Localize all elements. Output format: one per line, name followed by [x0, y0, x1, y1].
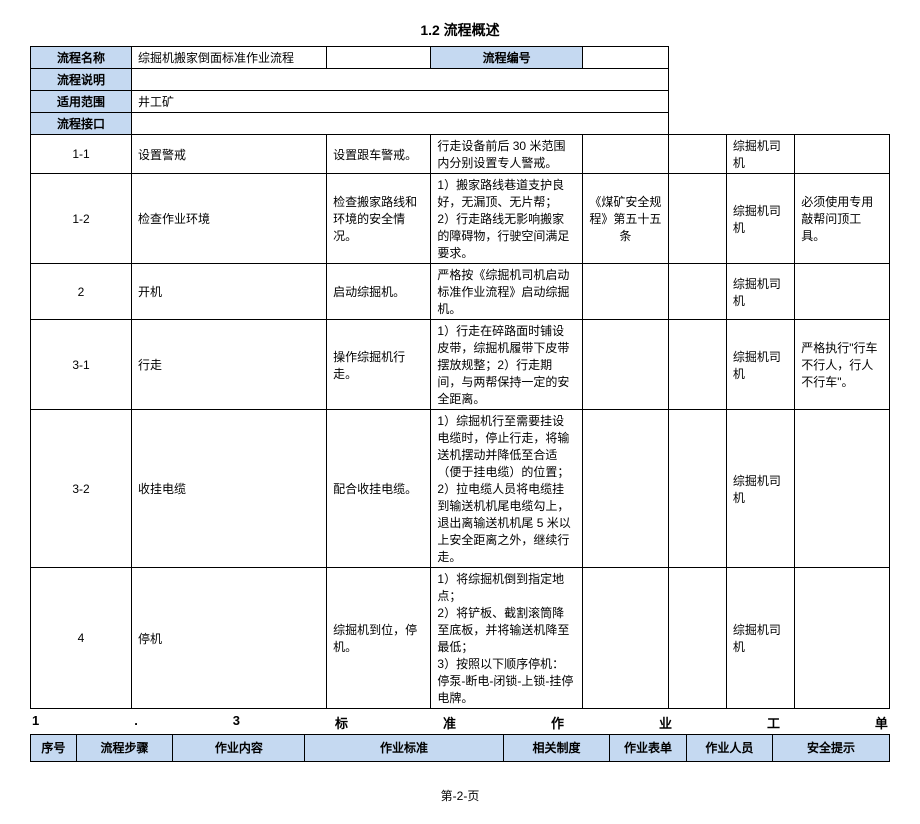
spacer-cell: [327, 47, 431, 69]
cell-content: 配合收挂电缆。: [327, 410, 431, 568]
cell-person: 综掘机司机: [726, 264, 794, 320]
table-row: 4停机综掘机到位，停机。1）将综掘机倒到指定地点； 2）将铲板、截割滚筒降至底板…: [31, 568, 890, 709]
cell-safety: [795, 568, 890, 709]
cell-safety: [795, 264, 890, 320]
cell-person: 综掘机司机: [726, 135, 794, 174]
cell-system: 《煤矿安全规程》第五十五条: [582, 174, 668, 264]
cell-step: 设置警戒: [132, 135, 327, 174]
th-standard: 作业标准: [305, 735, 503, 762]
cell-step: 行走: [132, 320, 327, 410]
cell-system: [582, 410, 668, 568]
cell-form: [669, 264, 727, 320]
value-scope: 井工矿: [132, 91, 669, 113]
cell-system: [582, 568, 668, 709]
sh-w2: 准: [443, 713, 456, 732]
th-person: 作业人员: [686, 735, 772, 762]
label-process-name: 流程名称: [31, 47, 132, 69]
cell-form: [669, 568, 727, 709]
th-system: 相关制度: [503, 735, 610, 762]
table-row: 3-2收挂电缆配合收挂电缆。1）综掘机行至需要挂设电缆时，停止行走，将输送机摆动…: [31, 410, 890, 568]
table-row: 3-1行走操作综掘机行走。1）行走在碎路面时铺设皮带，综掘机履带下皮带摆放规整；…: [31, 320, 890, 410]
sh-dot: .: [134, 713, 138, 732]
sh-num: 1: [32, 713, 39, 732]
value-process-desc: [132, 69, 669, 91]
value-process-name: 综掘机搬家倒面标准作业流程: [132, 47, 327, 69]
cell-seq: 3-2: [31, 410, 132, 568]
cell-safety: 严格执行"行车不行人，行人不行车"。: [795, 320, 890, 410]
cell-seq: 1-2: [31, 174, 132, 264]
table-row: 1-1设置警戒设置跟车警戒。行走设备前后 30 米范围内分别设置专人警戒。 综掘机…: [31, 135, 890, 174]
th-step: 流程步骤: [76, 735, 173, 762]
cell-form: [669, 135, 727, 174]
main-table: 序号 流程步骤 作业内容 作业标准 相关制度 作业表单 作业人员 安全提示: [30, 734, 890, 762]
cell-standard: 1）综掘机行至需要挂设电缆时，停止行走，将输送机摆动并降低至合适（便于挂电缆）的…: [431, 410, 582, 568]
th-content: 作业内容: [173, 735, 305, 762]
cell-system: [582, 135, 668, 174]
th-seq: 序号: [31, 735, 77, 762]
cell-standard: 1）将综掘机倒到指定地点； 2）将铲板、截割滚筒降至底板，并将输送机降至最低； …: [431, 568, 582, 709]
sh-3: 3: [233, 713, 240, 732]
cell-seq: 4: [31, 568, 132, 709]
cell-content: 综掘机到位，停机。: [327, 568, 431, 709]
cell-standard: 行走设备前后 30 米范围内分别设置专人警戒。: [431, 135, 582, 174]
cell-system: [582, 320, 668, 410]
table-row: 1-2检查作业环境检查搬家路线和环境的安全情况。1）搬家路线巷道支护良好，无漏顶…: [31, 174, 890, 264]
cell-standard: 1）搬家路线巷道支护良好，无漏顶、无片帮； 2）行走路线无影响搬家的障碍物，行驶…: [431, 174, 582, 264]
cell-step: 检查作业环境: [132, 174, 327, 264]
cell-step: 停机: [132, 568, 327, 709]
cell-person: 综掘机司机: [726, 410, 794, 568]
value-interface: [132, 113, 669, 135]
cell-seq: 2: [31, 264, 132, 320]
label-interface: 流程接口: [31, 113, 132, 135]
meta-table: 流程名称 综掘机搬家倒面标准作业流程 流程编号 流程说明 适用范围 井工矿 流程…: [30, 46, 890, 709]
cell-person: 综掘机司机: [726, 568, 794, 709]
label-scope: 适用范围: [31, 91, 132, 113]
page-footer: 第-2-页: [30, 787, 890, 804]
section-header: 1 . 3 标 准 作 业 工 单: [30, 713, 890, 732]
sh-w5: 工: [767, 713, 780, 732]
cell-standard: 1）行走在碎路面时铺设皮带，综掘机履带下皮带摆放规整；2）行走期间，与两帮保持一…: [431, 320, 582, 410]
table-row: 2开机启动综掘机。严格按《综掘机司机启动标准作业流程》启动综掘机。 综掘机司机: [31, 264, 890, 320]
sh-w1: 标: [335, 713, 348, 732]
cell-person: 综掘机司机: [726, 320, 794, 410]
cell-content: 启动综掘机。: [327, 264, 431, 320]
cell-step: 收挂电缆: [132, 410, 327, 568]
th-safety: 安全提示: [773, 735, 890, 762]
value-process-code: [582, 47, 668, 69]
cell-content: 检查搬家路线和环境的安全情况。: [327, 174, 431, 264]
label-process-code: 流程编号: [431, 47, 582, 69]
cell-system: [582, 264, 668, 320]
cell-safety: [795, 410, 890, 568]
cell-seq: 1-1: [31, 135, 132, 174]
cell-person: 综掘机司机: [726, 174, 794, 264]
page-title: 1.2 流程概述: [30, 20, 890, 40]
cell-safety: [795, 135, 890, 174]
cell-safety: 必须使用专用敲帮问顶工具。: [795, 174, 890, 264]
cell-standard: 严格按《综掘机司机启动标准作业流程》启动综掘机。: [431, 264, 582, 320]
cell-content: 设置跟车警戒。: [327, 135, 431, 174]
th-form: 作业表单: [610, 735, 686, 762]
cell-form: [669, 174, 727, 264]
sh-w3: 作: [551, 713, 564, 732]
cell-form: [669, 320, 727, 410]
sh-w6: 单: [875, 713, 888, 732]
cell-content: 操作综掘机行走。: [327, 320, 431, 410]
sh-w4: 业: [659, 713, 672, 732]
cell-step: 开机: [132, 264, 327, 320]
label-process-desc: 流程说明: [31, 69, 132, 91]
table-header-row: 序号 流程步骤 作业内容 作业标准 相关制度 作业表单 作业人员 安全提示: [31, 735, 890, 762]
cell-form: [669, 410, 727, 568]
cell-seq: 3-1: [31, 320, 132, 410]
